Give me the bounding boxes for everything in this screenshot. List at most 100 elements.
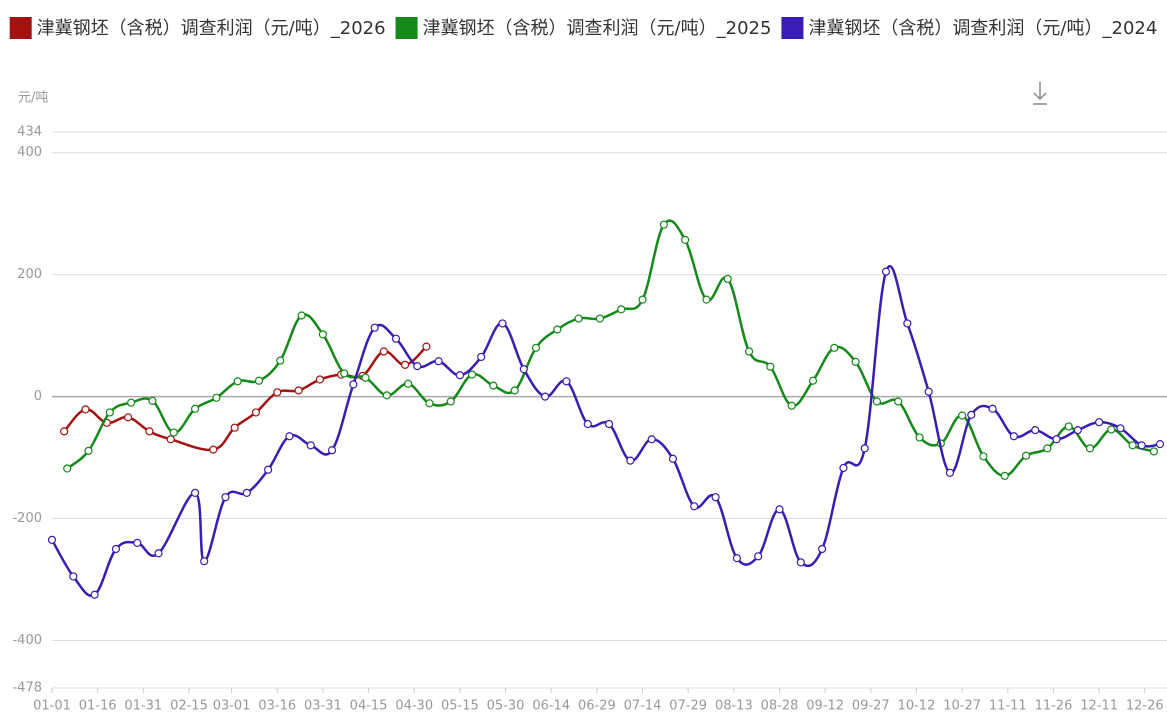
- legend-label: 津冀钢坯（含税）调查利润（元/吨）_2025: [423, 18, 772, 39]
- legend-item: 津冀钢坯（含税）调查利润（元/吨）_2024: [781, 17, 1157, 39]
- point: [1149, 447, 1159, 456]
- point: [915, 433, 924, 442]
- point: [1021, 451, 1031, 460]
- point: [446, 397, 455, 406]
- point: [583, 419, 592, 429]
- point: [297, 311, 306, 320]
- legend: 津冀钢坯（含税）调查利润（元/吨）_2026 津冀钢坯（含税）调查利润（元/吨）_…: [9, 17, 1157, 39]
- point: [562, 377, 571, 386]
- point: [230, 423, 239, 432]
- point: [945, 468, 955, 477]
- point: [455, 371, 464, 380]
- point: [553, 325, 562, 334]
- point: [510, 386, 519, 395]
- x-tick-label: 07-29: [669, 699, 707, 714]
- point: [81, 405, 90, 414]
- point: [425, 399, 434, 408]
- point: [84, 446, 93, 455]
- point: [221, 493, 230, 502]
- point: [382, 391, 391, 400]
- point: [1085, 444, 1095, 453]
- point: [127, 398, 136, 407]
- point: [63, 464, 72, 473]
- point: [340, 369, 349, 378]
- x-tick-label: 10-27: [943, 699, 981, 714]
- point: [1128, 441, 1137, 450]
- x-tick-label: 06-14: [532, 699, 570, 714]
- point: [145, 427, 154, 436]
- point: [1064, 422, 1073, 431]
- point: [47, 535, 57, 544]
- x-tick-label: 05-15: [441, 699, 479, 714]
- series: [60, 342, 431, 454]
- x-tick-label: 01-16: [79, 699, 117, 714]
- point: [379, 347, 388, 356]
- point: [166, 435, 175, 444]
- x-tick-label: 09-27: [852, 699, 890, 714]
- point: [851, 357, 860, 366]
- point: [638, 295, 647, 304]
- y-tick-label: 434: [17, 125, 42, 140]
- point: [903, 319, 912, 328]
- x-tick-label: 12-26: [1126, 699, 1164, 714]
- point: [702, 295, 711, 304]
- point: [242, 488, 251, 498]
- point: [276, 356, 285, 365]
- point: [796, 558, 805, 567]
- point: [105, 408, 114, 417]
- point: [744, 347, 754, 356]
- x-tick-label: 05-30: [487, 699, 525, 714]
- x-tick-label: 06-29: [578, 699, 616, 714]
- point: [264, 465, 273, 474]
- point: [967, 410, 976, 419]
- download-icon[interactable]: [1033, 82, 1047, 105]
- x-tick-label: 07-14: [624, 699, 662, 714]
- point: [251, 408, 261, 417]
- x-tick-label: 02-15: [170, 699, 208, 714]
- point: [361, 373, 370, 382]
- x-tick-label: 03-31: [304, 699, 342, 714]
- point: [111, 544, 121, 554]
- point: [531, 343, 541, 352]
- x-tick-label: 03-16: [258, 699, 296, 714]
- point: [422, 342, 431, 351]
- point: [872, 397, 882, 406]
- x-tick-label: 04-30: [395, 699, 433, 714]
- y-tick-label: 200: [17, 267, 42, 282]
- x-tick-label: 11-26: [1035, 699, 1073, 714]
- point: [808, 376, 818, 385]
- point: [190, 404, 200, 413]
- point: [818, 544, 827, 554]
- point: [413, 362, 422, 371]
- x-tick-label: 08-28: [761, 699, 799, 714]
- y-unit: 元/吨: [18, 91, 48, 106]
- x-tick-label: 03-01: [213, 699, 251, 714]
- point: [1073, 426, 1082, 435]
- point: [148, 396, 157, 405]
- point: [690, 502, 699, 511]
- legend-label: 津冀钢坯（含税）调查利润（元/吨）_2024: [808, 18, 1157, 39]
- point: [477, 352, 486, 362]
- point: [754, 552, 763, 561]
- point: [659, 220, 668, 229]
- point: [519, 365, 528, 374]
- point: [467, 370, 477, 379]
- point: [190, 488, 200, 498]
- point: [69, 572, 78, 581]
- point: [294, 386, 303, 395]
- point: [541, 392, 550, 401]
- point: [318, 330, 328, 339]
- point: [254, 376, 264, 385]
- download-glyph[interactable]: [1033, 82, 1047, 105]
- point: [1009, 432, 1018, 441]
- legend-item: 津冀钢坯（含税）调查利润（元/吨）_2026: [9, 17, 386, 39]
- point: [273, 388, 282, 397]
- point: [723, 274, 732, 284]
- legend-label: 津冀钢坯（含税）调查利润（元/吨）_2026: [37, 18, 386, 39]
- point: [90, 590, 99, 599]
- x-tick-label: 11-11: [989, 699, 1027, 714]
- point: [830, 343, 839, 352]
- x-tick-label: 01-31: [124, 699, 162, 714]
- series: [47, 265, 1165, 599]
